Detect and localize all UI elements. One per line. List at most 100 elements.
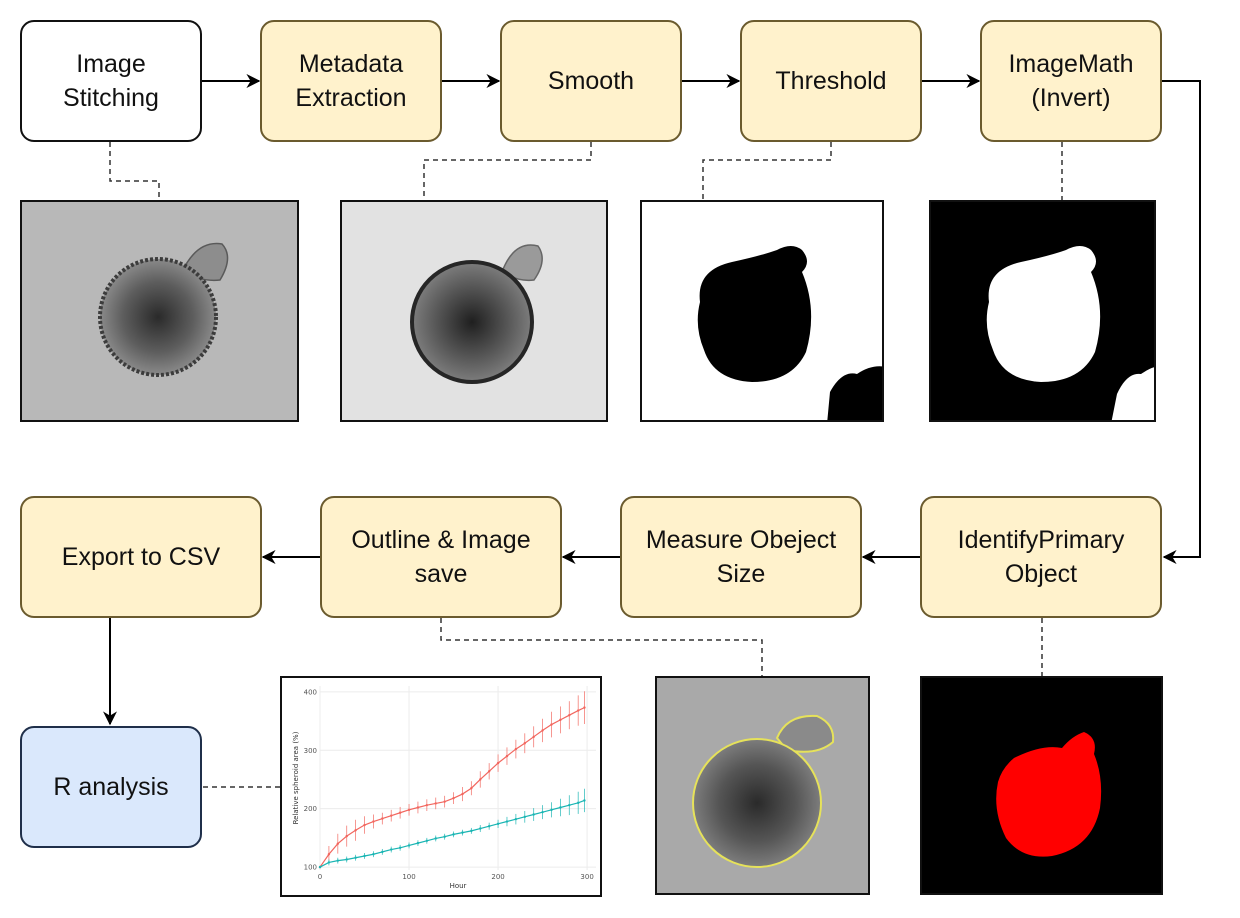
series-point [416,806,420,809]
series-point [496,822,500,826]
series-point [336,842,340,845]
series-point [583,706,586,709]
series-point [532,813,535,816]
y-tick-label: 300 [304,747,317,755]
arrow-imagemath-to-identify [1162,80,1201,564]
node-label: Measure Obeject Size [645,526,837,588]
series-point [345,858,348,861]
node-r-analysis: R analysis [20,726,202,848]
node-label: Metadata Extraction [295,50,407,112]
series-point [327,853,331,856]
series-point [398,811,402,814]
series-point [576,801,580,805]
inverted-mask-image [929,200,1156,422]
node-label: Threshold [775,67,887,95]
series-point [363,854,366,858]
node-imagemath-invert: ImageMath (Invert) [980,20,1162,142]
series-point [568,714,571,717]
series-point [514,747,518,751]
series-point [550,808,553,812]
series-point [390,848,393,851]
node-metadata-extraction: Metadata Extraction [260,20,442,142]
series-point [479,827,482,830]
series-point [398,846,402,850]
x-tick-label: 200 [491,873,504,881]
series-point [354,829,357,832]
series-point [407,844,411,847]
node-threshold: Threshold [740,20,922,142]
identified-object-image [920,676,1163,895]
series-point [452,796,455,800]
series-point [568,803,571,807]
series-point [559,806,562,809]
series-point [416,841,420,845]
node-label: Smooth [547,67,635,95]
node-label: R analysis [53,773,169,801]
series-point [487,824,491,828]
series-point [583,799,586,802]
series-point [425,803,429,807]
node-measure-object-size: Measure Obeject Size [620,496,862,618]
series-point [479,778,482,781]
y-tick-label: 200 [304,805,317,813]
series-point [550,723,553,726]
node-label: IdentifyPrimary Object [957,526,1125,588]
series-point [354,856,357,859]
series-point [461,792,464,796]
series-point [532,735,535,739]
series-point [470,829,473,833]
y-tick-label: 100 [304,864,317,872]
series-point [461,831,464,834]
series-point [470,787,473,790]
series-point [390,814,393,817]
series-line [319,799,585,868]
series-point [541,810,544,814]
series-point [559,718,562,722]
series-point [363,823,366,827]
stitched-spheroid-image [20,200,299,422]
series-point [443,835,446,838]
spheroid-area-chart: 0 100 200 300 100 200 300 400 Hour Relative spher… [280,676,602,897]
series-line [319,707,585,868]
node-identify-primary-object: IdentifyPrimary Object [920,496,1162,618]
series-point [576,709,580,712]
x-tick-label: 100 [402,873,415,881]
series-point [452,833,455,836]
smoothed-spheroid-image [340,200,608,422]
dashed-link-smooth-image [423,142,592,200]
series-point [381,817,384,820]
series-point [327,861,331,864]
series-point [541,729,544,732]
series-point [336,859,340,862]
series-point [523,815,526,819]
series-point [345,834,348,838]
dashed-link-outline-image [440,618,763,676]
series-point [381,850,384,854]
outlined-spheroid-image [655,676,870,895]
x-tick-label: 300 [580,873,593,881]
node-smooth: Smooth [500,20,682,142]
series-point [496,761,500,765]
dashed-link-stitching-image [109,142,160,200]
series-point [523,742,526,745]
node-label: Image Stitching [63,50,159,112]
series-point [318,865,322,869]
series-point [505,820,509,823]
y-axis-label: Relative spheroid area (%) [292,731,300,824]
dashed-link-threshold-image [702,142,832,200]
node-label: ImageMath (Invert) [1008,50,1134,112]
series-point [514,817,518,821]
series-point [407,808,411,812]
series-point [487,770,491,773]
node-export-csv: Export to CSV [20,496,262,618]
node-label: Outline & Image save [351,526,531,588]
node-image-stitching: Image Stitching [20,20,202,142]
x-axis-label: Hour [450,882,467,890]
x-tick-label: 0 [318,873,322,881]
series-point [372,853,375,856]
series-point [443,800,446,803]
threshold-binary-image [640,200,884,422]
